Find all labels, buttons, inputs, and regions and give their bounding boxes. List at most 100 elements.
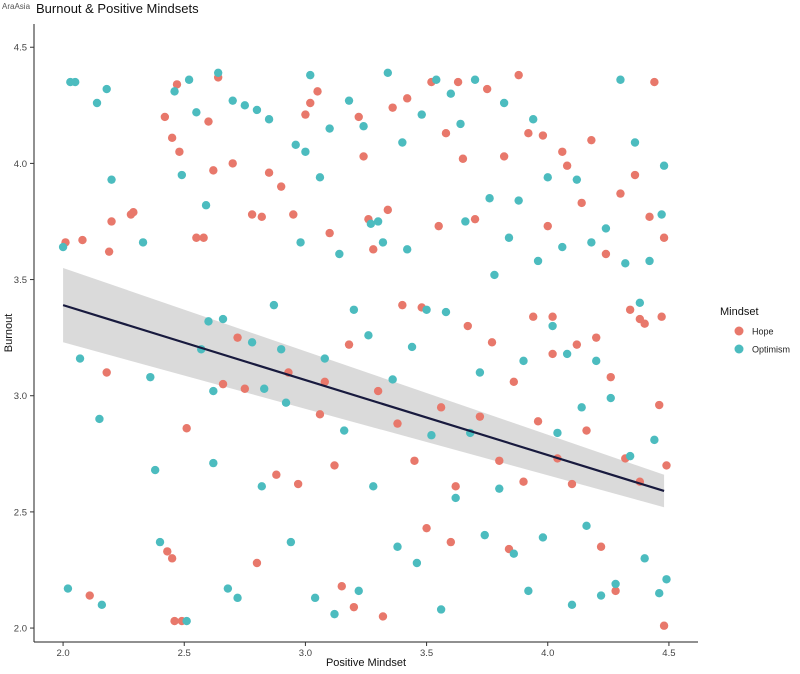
point-optimism [269, 300, 279, 310]
point-optimism [291, 140, 300, 150]
point-optimism [378, 238, 388, 247]
point-optimism [645, 256, 654, 266]
point-hope [410, 456, 419, 465]
point-hope [562, 161, 572, 170]
point-optimism [150, 465, 160, 475]
point-optimism [286, 537, 296, 547]
point-hope [587, 135, 596, 145]
point-optimism [204, 317, 213, 326]
legend-swatch-hope [734, 326, 744, 336]
point-optimism [240, 101, 250, 110]
point-optimism [339, 426, 349, 435]
point-optimism [335, 249, 344, 259]
point-optimism [315, 173, 325, 182]
point-hope [509, 377, 519, 386]
point-optimism [281, 398, 291, 407]
point-optimism [596, 591, 606, 600]
point-optimism [548, 321, 557, 331]
point-hope [315, 410, 325, 419]
point-optimism [170, 87, 179, 96]
point-optimism [182, 616, 191, 626]
point-hope [192, 233, 201, 242]
point-hope [78, 235, 87, 245]
point-hope [306, 98, 315, 108]
point-optimism [201, 201, 211, 210]
point-hope [630, 170, 640, 180]
point-optimism [146, 372, 155, 382]
x-tick-label: 2.0 [56, 648, 69, 659]
point-hope [524, 128, 533, 138]
point-optimism [650, 435, 659, 445]
x-axis-title: Positive Mindset [326, 657, 406, 669]
point-optimism [213, 68, 223, 77]
point-optimism [192, 108, 201, 117]
legend-swatch-optimism [734, 344, 744, 354]
point-hope [325, 228, 334, 238]
y-tick-label: 2.0 [14, 624, 27, 635]
point-optimism [553, 428, 562, 438]
point-hope [167, 554, 177, 563]
point-hope [175, 147, 184, 156]
y-tick-label: 4.0 [14, 159, 27, 170]
point-hope [354, 112, 363, 122]
legend: Mindset Hope Optimism [720, 306, 790, 355]
point-hope [635, 314, 645, 324]
point-hope [349, 602, 359, 612]
confidence-band-layer [63, 267, 665, 508]
point-optimism [95, 414, 104, 424]
point-optimism [524, 586, 533, 596]
point-optimism [301, 147, 310, 156]
confidence-band [63, 267, 665, 508]
point-hope [383, 205, 393, 215]
point-hope [662, 461, 671, 470]
point-hope [659, 621, 669, 630]
point-optimism [427, 431, 436, 440]
point-optimism [529, 115, 538, 124]
point-hope [616, 189, 625, 198]
point-hope [650, 77, 659, 87]
y-tick-label: 2.5 [14, 507, 27, 518]
point-hope [247, 210, 257, 219]
point-hope [359, 152, 368, 161]
x-axis-ticks: 2.0 2.5 3.0 3.5 4.0 4.5 [56, 642, 676, 659]
point-optimism [436, 605, 446, 614]
point-hope [182, 424, 191, 433]
point-optimism [107, 175, 116, 184]
point-optimism [228, 96, 237, 105]
point-optimism [538, 533, 548, 542]
point-optimism [625, 451, 635, 461]
point-hope [463, 321, 472, 331]
point-hope [451, 482, 460, 491]
point-hope [611, 586, 620, 596]
point-optimism [310, 593, 320, 603]
point-hope [102, 368, 111, 377]
point-optimism [306, 70, 315, 80]
point-hope [519, 477, 528, 486]
point-hope [548, 312, 557, 321]
point-optimism [490, 270, 499, 280]
point-hope [482, 84, 492, 94]
point-hope [393, 419, 402, 428]
point-optimism [655, 589, 664, 598]
point-optimism [577, 403, 586, 412]
point-optimism [209, 386, 218, 396]
point-hope [543, 221, 552, 231]
point-hope [446, 537, 456, 547]
point-optimism [630, 138, 640, 147]
x-tick-label: 4.0 [541, 648, 554, 659]
x-tick-label: 3.5 [420, 648, 433, 659]
point-optimism [659, 161, 669, 170]
y-tick-label: 4.5 [14, 43, 27, 54]
point-optimism [562, 349, 572, 359]
point-optimism [592, 356, 601, 366]
point-optimism [533, 256, 543, 266]
point-hope [538, 131, 548, 140]
point-hope [289, 210, 298, 219]
point-optimism [446, 89, 456, 98]
point-hope [172, 80, 182, 89]
trend-line [62, 304, 665, 493]
point-hope [487, 338, 497, 347]
point-hope [470, 214, 480, 224]
point-hope [272, 470, 281, 479]
point-hope [441, 128, 451, 138]
